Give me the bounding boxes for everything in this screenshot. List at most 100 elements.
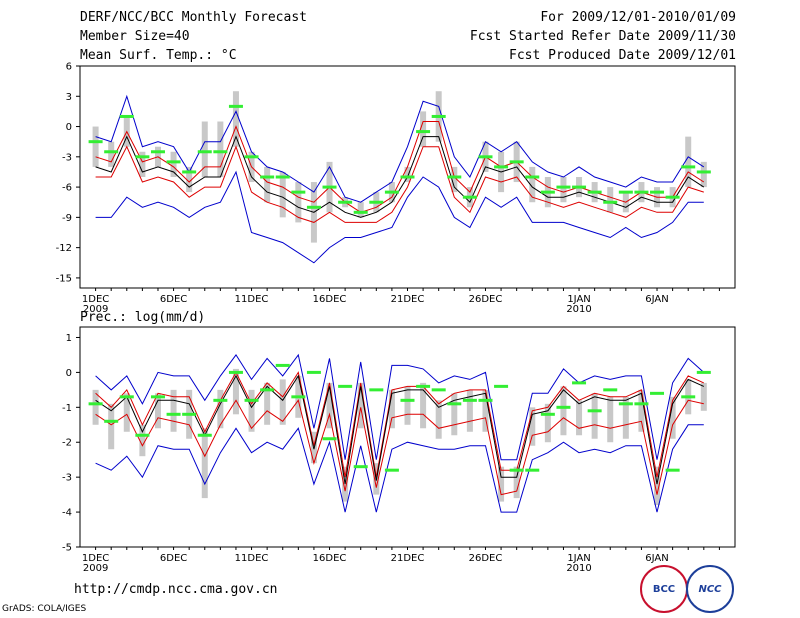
spread-box (139, 151, 146, 177)
x-tick-label: 6DEC (160, 294, 187, 305)
observed-marker (509, 468, 524, 472)
observed-marker (353, 465, 368, 469)
spread-box (170, 389, 177, 432)
spread-box (607, 396, 614, 443)
y-tick-label: 0 (66, 122, 72, 133)
spread-box (622, 396, 629, 439)
x-tick-label: 21DEC (391, 553, 425, 564)
spread-box (139, 424, 146, 457)
y-tick-label: -2 (62, 438, 72, 449)
observed-marker (291, 190, 306, 194)
observed-marker (213, 398, 228, 402)
observed-marker (603, 200, 618, 204)
spread-box (420, 111, 427, 147)
spread-box (560, 177, 567, 203)
observed-marker (665, 195, 680, 199)
y-tick-label: -5 (62, 543, 72, 554)
observed-marker (696, 370, 711, 374)
observed-marker (119, 395, 134, 399)
observed-marker (338, 384, 353, 388)
y-tick-label: -4 (62, 508, 72, 519)
observed-marker (197, 150, 212, 154)
observed-marker (603, 388, 618, 392)
source-url[interactable]: http://cmdp.ncc.cma.gov.cn (74, 582, 278, 597)
observed-marker (478, 398, 493, 402)
y-tick-label: 6 (66, 62, 72, 73)
observed-marker (369, 388, 384, 392)
observed-marker (462, 398, 477, 402)
observed-marker (494, 384, 509, 388)
observed-marker (431, 388, 446, 392)
observed-marker (525, 175, 540, 179)
variable-label-prec: Prec.: log(mm/d) (80, 310, 206, 325)
x-tick-label: 6DEC (160, 553, 187, 564)
spread-box (498, 466, 505, 502)
spread-box (357, 202, 364, 218)
x-tick-year-label: 2010 (566, 563, 591, 574)
observed-marker (197, 433, 212, 437)
spread-box (264, 166, 271, 203)
observed-marker (431, 114, 446, 118)
x-tick-label: 1JAN (567, 553, 590, 564)
observed-marker (166, 160, 181, 164)
y-tick-label: -12 (56, 243, 72, 254)
ncc-logo: NCC (686, 565, 734, 613)
observed-marker (182, 412, 197, 416)
observed-marker (260, 388, 275, 392)
observed-marker (353, 210, 368, 214)
series-min-line (95, 424, 704, 513)
observed-marker (228, 370, 243, 374)
x-tick-label: 6JAN (645, 553, 668, 564)
spread-box (217, 121, 224, 177)
observed-marker (634, 190, 649, 194)
spread-box (591, 393, 598, 439)
spread-box (388, 389, 395, 429)
spread-box (326, 382, 333, 429)
observed-marker (306, 205, 321, 209)
observed-marker (244, 155, 259, 159)
spread-box (264, 382, 271, 425)
series-max-line (95, 94, 705, 203)
observed-marker (696, 170, 711, 174)
spread-box (357, 382, 364, 429)
x-tick-year-label: 2009 (83, 563, 108, 574)
observed-marker (182, 170, 197, 174)
y-tick-label: 3 (66, 92, 72, 103)
observed-marker (634, 402, 649, 406)
spread-box (529, 166, 536, 203)
spread-box (92, 389, 99, 425)
spread-box (232, 91, 239, 147)
observed-marker (135, 155, 150, 159)
spread-box (638, 389, 645, 432)
observed-marker (618, 190, 633, 194)
forecast-period: For 2009/12/01-2010/01/09 (540, 10, 736, 25)
series-upper-line (95, 121, 705, 213)
y-tick-label: -1 (62, 403, 72, 414)
x-tick-label: 11DEC (235, 294, 269, 305)
forecast-produced-date: Fcst Produced Date 2009/12/01 (509, 48, 736, 63)
spread-box (435, 400, 442, 439)
observed-marker (291, 395, 306, 399)
observed-marker (400, 175, 415, 179)
observed-marker (369, 200, 384, 204)
spread-box (108, 403, 115, 450)
observed-marker (400, 398, 415, 402)
spread-box (654, 466, 661, 506)
spread-box (279, 171, 286, 218)
ncc-logo-text: NCC (698, 583, 722, 595)
spread-box (201, 121, 208, 177)
spread-box (201, 428, 208, 499)
y-tick-label: -9 (62, 213, 72, 224)
observed-marker (135, 433, 150, 437)
spread-box (92, 126, 99, 167)
observed-marker (275, 363, 290, 367)
observed-marker (244, 398, 259, 402)
y-tick-label: -6 (62, 183, 72, 194)
observed-marker (275, 175, 290, 179)
series-upper-line (95, 371, 705, 478)
observed-marker (306, 370, 321, 374)
spread-box (685, 136, 692, 188)
spread-box (186, 166, 193, 193)
